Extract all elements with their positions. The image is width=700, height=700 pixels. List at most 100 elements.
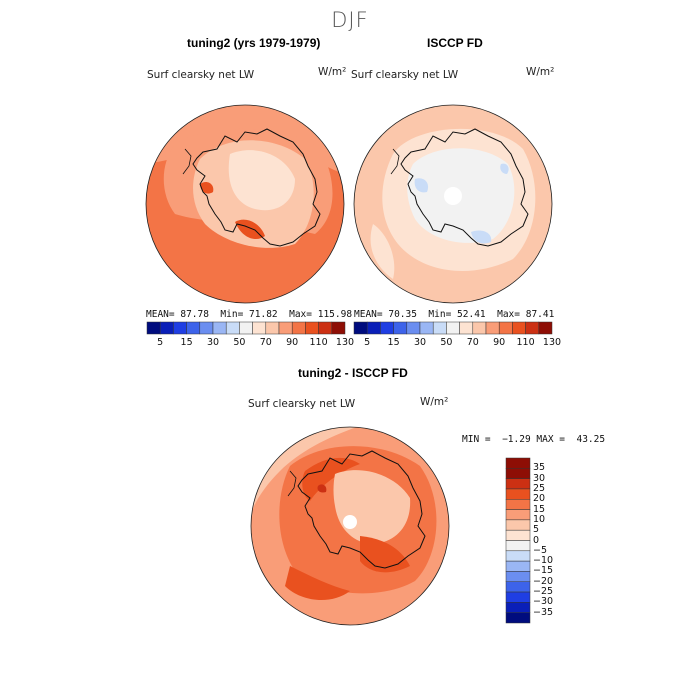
colorbar-swatch (173, 321, 187, 335)
panel-obs-units: W/m² (526, 66, 555, 78)
diff-pole-hole (343, 515, 357, 529)
diff-min-value: −1.29 (502, 434, 531, 445)
colorbar-tick-label: 110 (309, 337, 328, 348)
colorbar-swatch (512, 321, 526, 335)
panel-diff-units: W/m² (420, 396, 449, 408)
colorbar-swatch (505, 560, 531, 572)
colorbar-swatch (505, 499, 531, 510)
panel-model-variable-label: Surf clearsky net LW (147, 69, 255, 81)
colorbar-swatch (278, 321, 293, 335)
colorbar-swatch (331, 321, 346, 335)
panel-obs-stats: MEAN= 70.35 Min= 52.41 Max= 87.41 (354, 309, 554, 320)
panel-model-stats: MEAN= 87.78 Min= 71.82 Max= 115.98 (146, 309, 352, 320)
colorbar-tick-label: 35 (533, 462, 546, 474)
colorbar-tick-label: 5 (533, 524, 540, 536)
colorbar-swatch (366, 321, 381, 335)
colorbar-swatch (291, 321, 306, 335)
colorbar-swatch (505, 488, 531, 500)
colorbar-swatch (505, 581, 531, 593)
panel-model-colorbar (146, 321, 346, 335)
colorbar-tick-label: 130 (335, 337, 355, 348)
colorbar-swatch (505, 550, 531, 562)
obs-min-label: Min= (428, 309, 452, 320)
colorbar-tick-label: 0 (533, 534, 540, 546)
colorbar-swatch (159, 321, 174, 335)
obs-field-cold3 (500, 163, 509, 174)
colorbar-swatch (265, 321, 280, 335)
colorbar-swatch (252, 321, 267, 335)
model-mean-value: 87.78 (180, 309, 209, 320)
model-min-label: Min= (220, 309, 244, 320)
colorbar-tick-label: 50 (440, 337, 453, 348)
colorbar-swatch (485, 321, 500, 335)
colorbar-tick-label: 5 (157, 337, 164, 348)
panel-model-title: tuning2 (yrs 1979-1979) (187, 36, 321, 50)
colorbar-swatch (538, 321, 553, 335)
colorbar-tick-label: 5 (364, 337, 371, 348)
model-mean-label: MEAN= (146, 309, 175, 320)
model-max-value: 115.98 (317, 309, 353, 320)
colorbar-swatch (305, 321, 319, 335)
panel-diff-variable-label: Surf clearsky net LW (248, 398, 356, 410)
colorbar-swatch (459, 321, 474, 335)
colorbar-swatch (505, 457, 531, 469)
colorbar-swatch (505, 509, 531, 521)
colorbar-swatch (505, 571, 531, 583)
obs-mean-value: 70.35 (388, 309, 417, 320)
colorbar-swatch (318, 321, 333, 335)
colorbar-swatch (505, 612, 531, 624)
obs-mean-label: MEAN= (354, 309, 383, 320)
panel-diff-stats: MIN = −1.29 MAX = 43.25 (462, 434, 605, 445)
colorbar-tick-label: 110 (516, 337, 535, 348)
colorbar-swatch (525, 321, 540, 335)
panel-diff-map (250, 426, 450, 626)
panel-obs-map (353, 104, 553, 304)
colorbar-swatch (146, 321, 161, 335)
colorbar-tick-label: 15 (180, 337, 193, 348)
colorbar-swatch (212, 321, 227, 335)
colorbar-tick-label: 30 (533, 472, 546, 484)
model-min-value: 71.82 (249, 309, 278, 320)
panel-obs-colorbar (353, 321, 553, 335)
colorbar-tick-label: 20 (533, 493, 546, 505)
colorbar-swatch (505, 540, 531, 552)
diff-max-label: MAX = (536, 434, 566, 445)
colorbar-tick-label: 90 (286, 337, 299, 348)
obs-max-label: Max= (497, 309, 520, 320)
obs-pole-hole (444, 187, 462, 205)
obs-field-cold1 (414, 178, 429, 193)
colorbar-swatch (225, 321, 240, 335)
colorbar-swatch (432, 321, 447, 335)
colorbar-tick-label: 50 (233, 337, 246, 348)
diff-max-value: 43.25 (576, 434, 606, 445)
colorbar-swatch (239, 321, 253, 335)
panel-diff-title: tuning2 - ISCCP FD (298, 366, 408, 380)
colorbar-swatch (505, 529, 531, 541)
panel-obs-variable-label: Surf clearsky net LW (351, 69, 459, 81)
colorbar-tick-label: −30 (533, 596, 554, 608)
diff-coastline (297, 450, 426, 569)
colorbar-swatch (186, 321, 201, 335)
colorbar-tick-label: 30 (206, 337, 220, 348)
colorbar-tick-label: 130 (542, 337, 562, 348)
colorbar-tick-label: −20 (533, 575, 554, 587)
colorbar-tick-label: −25 (533, 586, 554, 598)
diff-map-border (250, 426, 450, 626)
colorbar-swatch (505, 478, 531, 490)
model-field-plateau (228, 150, 295, 211)
colorbar-tick-label: −35 (533, 606, 554, 618)
obs-field-cold2 (471, 230, 492, 244)
colorbar-swatch (505, 519, 531, 531)
colorbar-swatch (505, 468, 531, 479)
model-coastline (192, 128, 321, 247)
panel-diff-colorbar (505, 457, 531, 624)
colorbar-tick-label: 30 (413, 337, 427, 348)
colorbar-tick-label: 25 (533, 482, 546, 494)
colorbar-swatch (498, 321, 513, 335)
model-max-label: Max= (289, 309, 312, 320)
colorbar-tick-label: 90 (493, 337, 506, 348)
model-map-border (145, 104, 345, 304)
obs-map-border (353, 104, 553, 304)
panel-model-units: W/m² (318, 66, 347, 78)
colorbar-swatch (505, 591, 531, 603)
